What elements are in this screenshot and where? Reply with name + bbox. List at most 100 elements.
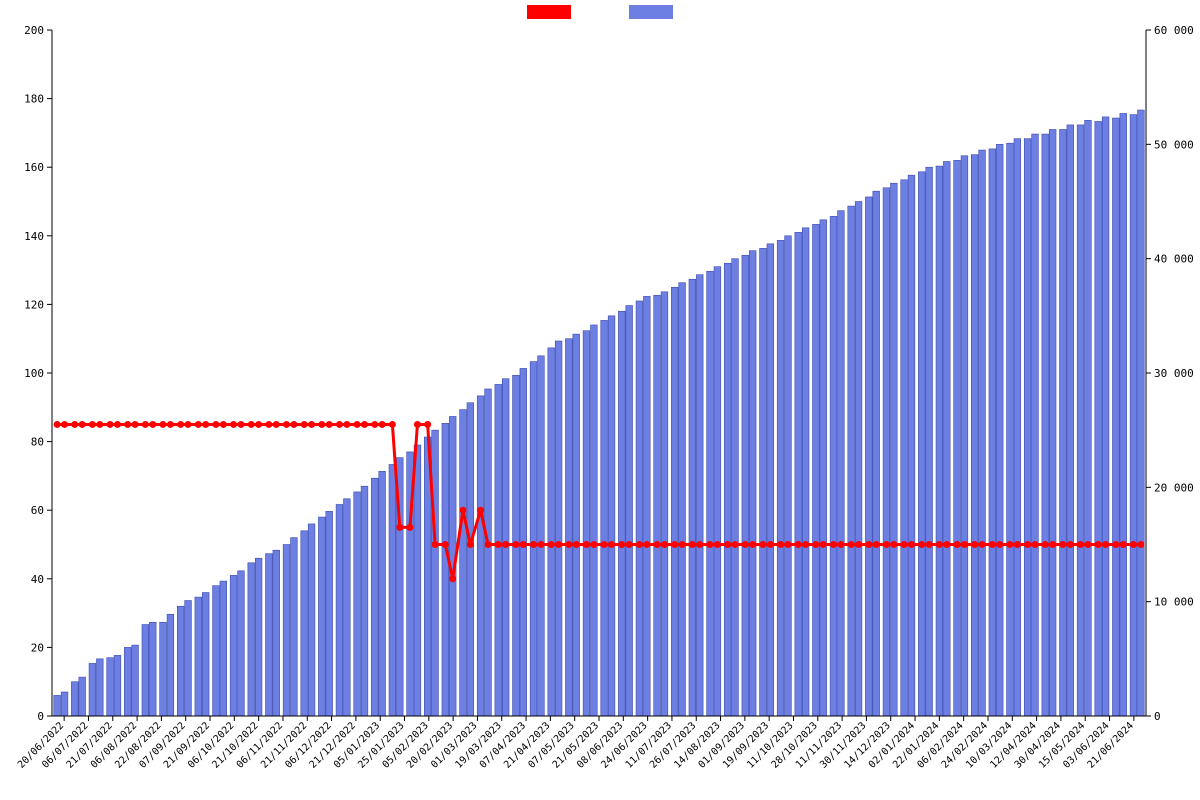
bar — [124, 647, 131, 716]
bar — [583, 331, 590, 716]
y-left-tick-label: 100 — [24, 367, 44, 380]
line-marker — [742, 541, 749, 548]
line-marker — [407, 524, 414, 531]
line-marker — [784, 541, 791, 548]
bar — [318, 517, 325, 716]
bar — [460, 410, 467, 716]
line-marker — [943, 541, 950, 548]
legend-swatch — [527, 5, 571, 19]
line-marker — [565, 541, 572, 548]
bar — [71, 682, 78, 716]
bar — [742, 255, 749, 716]
line-marker — [212, 421, 219, 428]
line-marker — [343, 421, 350, 428]
bar — [643, 296, 650, 716]
bar — [485, 389, 492, 716]
line-marker — [54, 421, 61, 428]
line-marker — [749, 541, 756, 548]
line-marker — [936, 541, 943, 548]
y-right-tick-label: 20 000 — [1154, 481, 1194, 494]
bar — [802, 228, 809, 716]
line-marker — [865, 541, 872, 548]
bar — [344, 499, 351, 716]
line-marker — [626, 541, 633, 548]
bar — [160, 622, 167, 716]
bar — [379, 471, 386, 716]
line-marker — [237, 421, 244, 428]
line-marker — [255, 421, 262, 428]
line-marker — [1084, 541, 1091, 548]
line-marker — [301, 421, 308, 428]
line-marker — [901, 541, 908, 548]
y-right-tick-label: 50 000 — [1154, 138, 1194, 151]
line-marker — [371, 421, 378, 428]
y-left-tick-label: 80 — [31, 436, 44, 449]
line-marker — [1120, 541, 1127, 548]
bar — [326, 511, 333, 716]
line-marker — [583, 541, 590, 548]
line-marker — [195, 421, 202, 428]
bar — [538, 356, 545, 716]
bar — [230, 575, 237, 716]
line-marker — [96, 421, 103, 428]
bar — [336, 504, 343, 716]
bar — [696, 275, 703, 716]
bar — [883, 188, 890, 716]
line-marker — [1059, 541, 1066, 548]
bar — [389, 464, 396, 716]
y-left-tick-label: 60 — [31, 504, 44, 517]
bar — [795, 232, 802, 716]
line-marker — [79, 421, 86, 428]
line-marker — [908, 541, 915, 548]
line-marker — [555, 541, 562, 548]
line-marker — [530, 541, 537, 548]
bar — [749, 251, 756, 716]
line-marker — [132, 421, 139, 428]
line-marker — [424, 421, 431, 428]
line-marker — [890, 541, 897, 548]
bar — [477, 396, 484, 716]
legend-swatch — [629, 5, 673, 19]
line-marker — [265, 421, 272, 428]
y-left-tick-label: 40 — [31, 573, 44, 586]
line-marker — [608, 541, 615, 548]
line-marker — [1014, 541, 1021, 548]
bar — [107, 658, 114, 716]
y-left-tick-label: 140 — [24, 230, 44, 243]
bar — [213, 586, 220, 716]
bar — [661, 292, 668, 716]
line-marker — [795, 541, 802, 548]
bar — [926, 167, 933, 716]
bar — [89, 663, 96, 716]
bar — [1077, 125, 1084, 716]
line-marker — [185, 421, 192, 428]
line-marker — [848, 541, 855, 548]
line-marker — [590, 541, 597, 548]
line-marker — [283, 421, 290, 428]
line-marker — [954, 541, 961, 548]
line-marker — [336, 421, 343, 428]
line-marker — [230, 421, 237, 428]
line-marker — [961, 541, 968, 548]
bar — [936, 166, 943, 716]
line-marker — [442, 541, 449, 548]
bar — [943, 161, 950, 716]
y-left-tick-label: 200 — [24, 24, 44, 37]
line-marker — [732, 541, 739, 548]
bar — [283, 545, 290, 717]
bar — [177, 606, 184, 716]
line-marker — [1006, 541, 1013, 548]
bar — [530, 362, 537, 716]
line-marker — [379, 421, 386, 428]
line-marker — [548, 541, 555, 548]
line-marker — [724, 541, 731, 548]
line-marker — [537, 541, 544, 548]
bar — [608, 316, 615, 716]
bar — [361, 486, 368, 716]
bar — [848, 206, 855, 716]
y-right-tick-label: 60 000 — [1154, 24, 1194, 37]
line-marker — [926, 541, 933, 548]
line-marker — [89, 421, 96, 428]
bar — [732, 259, 739, 716]
bar — [760, 248, 767, 716]
